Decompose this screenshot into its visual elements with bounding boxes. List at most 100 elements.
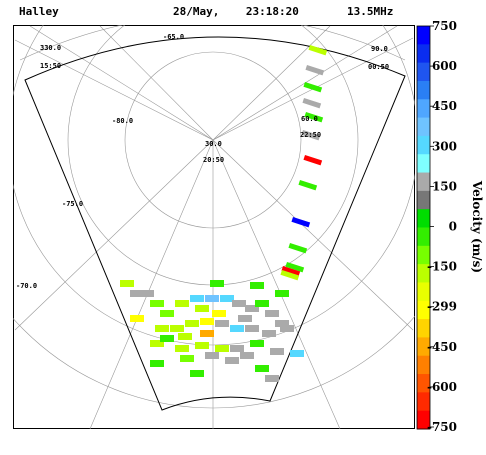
- data-cell: [195, 305, 209, 312]
- lat-circle: [19, 25, 406, 61]
- colorbar-border: [416, 25, 431, 430]
- data-cell: [250, 282, 264, 289]
- data-cell: [175, 345, 189, 352]
- meridian-line: [212, 25, 331, 141]
- data-cell: [140, 290, 154, 297]
- velocity-colorbar: [416, 25, 431, 430]
- data-cell: [232, 300, 246, 307]
- data-cell: [303, 155, 323, 166]
- colorbar-swatch: [417, 319, 430, 338]
- data-cell: [285, 262, 305, 273]
- data-cell: [190, 370, 204, 377]
- data-cell: [281, 266, 301, 277]
- data-cell: [301, 130, 321, 141]
- radar-field-of-view: [24, 36, 406, 411]
- data-cell: [304, 111, 324, 123]
- data-cell: [302, 98, 322, 109]
- data-cell: [288, 243, 308, 254]
- data-cell: [155, 325, 169, 332]
- colorbar-tick-label: 750: [432, 19, 457, 33]
- data-cell: [175, 300, 189, 307]
- data-cell: [305, 64, 325, 76]
- meridian-line: [212, 139, 341, 429]
- data-cell: [308, 44, 328, 56]
- colorbar-tick-label: -450: [427, 340, 457, 354]
- mlt-2050-label: 20:50: [203, 156, 224, 164]
- data-cell: [238, 315, 252, 322]
- data-cell: [170, 325, 184, 332]
- meridian-line: [212, 139, 414, 331]
- velocity-cells: [120, 44, 328, 382]
- mlt-2250-label: 22:50: [300, 131, 321, 139]
- colorbar-swatch: [417, 337, 430, 357]
- colorbar-swatch: [417, 355, 430, 375]
- data-cell: [160, 310, 174, 317]
- scan-time: 28/May, 23:18:20: [173, 5, 299, 18]
- data-cell: [178, 333, 192, 340]
- data-cell: [190, 295, 204, 302]
- data-cell: [225, 357, 239, 364]
- colorbar-swatch: [417, 44, 430, 64]
- colorbar-swatch: [417, 392, 430, 412]
- data-cell: [205, 295, 219, 302]
- data-cell: [255, 365, 269, 372]
- station-name: Halley: [19, 5, 59, 18]
- mlon-330-label: 330.0: [40, 44, 61, 52]
- lat-minus70-label: -70.0: [16, 282, 37, 290]
- colorbar-tick-label: 300: [432, 139, 457, 153]
- data-cell: [180, 355, 194, 362]
- colorbar-title: Velocity (m/s): [470, 180, 484, 273]
- data-cell: [265, 310, 279, 317]
- data-cell: [280, 325, 294, 332]
- plot-frame: [13, 25, 415, 429]
- colorbar-swatch: [417, 80, 430, 100]
- data-cell: [230, 345, 244, 352]
- data-cell: [195, 342, 209, 349]
- data-cell: [150, 300, 164, 307]
- colorbar-ticks: 750 600 450 300 150 0 -150 -299 -450 -600 -750: [427, 19, 457, 434]
- colorbar-tick-label: -299: [427, 300, 457, 314]
- data-cell: [120, 280, 134, 287]
- colorbar-tick-label: 450: [432, 99, 457, 113]
- data-cell: [245, 325, 259, 332]
- data-cell: [262, 330, 276, 337]
- mlon-60-label: 60.0: [301, 115, 318, 123]
- lat-minus65-label: -65.0: [163, 33, 184, 41]
- colorbar-swatch: [417, 135, 430, 155]
- colorbar-tick-label: 0: [449, 220, 457, 234]
- data-cell: [250, 340, 264, 347]
- meridian-line: [14, 139, 214, 331]
- data-cell: [150, 340, 164, 347]
- meridian-line: [14, 39, 214, 141]
- colorbar-swatch: [417, 245, 430, 265]
- radar-frequency: 13.5MHz: [347, 5, 394, 18]
- data-cell: [215, 345, 229, 352]
- colorbar-swatch: [417, 26, 430, 45]
- data-cell: [200, 330, 214, 337]
- data-cell: [275, 290, 289, 297]
- colorbar-swatch: [417, 374, 430, 393]
- colorbar-tick-label: 600: [432, 59, 457, 73]
- colorbar-swatch: [417, 209, 430, 228]
- data-cell: [150, 360, 164, 367]
- colorbar-swatch: [417, 154, 430, 174]
- data-cell: [210, 280, 224, 287]
- colorbar-swatch: [417, 410, 430, 430]
- colorbar-swatch: [417, 172, 430, 192]
- colorbar-swatch: [417, 264, 430, 283]
- colorbar-swatch: [417, 99, 430, 119]
- data-cell: [240, 352, 254, 359]
- data-cell: [205, 352, 219, 359]
- data-cell: [215, 320, 229, 327]
- mlt-1550-label: 15:50: [40, 62, 61, 70]
- data-cell: [291, 217, 311, 228]
- data-cell: [130, 315, 144, 322]
- colorbar-swatch: [417, 190, 430, 210]
- meridian-line: [99, 25, 214, 141]
- lat-minus75-label: -75.0: [62, 200, 83, 208]
- data-cell: [265, 375, 279, 382]
- meridian-line: [29, 25, 214, 141]
- lat-minus80-label: -80.0: [112, 117, 133, 125]
- data-cell: [130, 290, 144, 297]
